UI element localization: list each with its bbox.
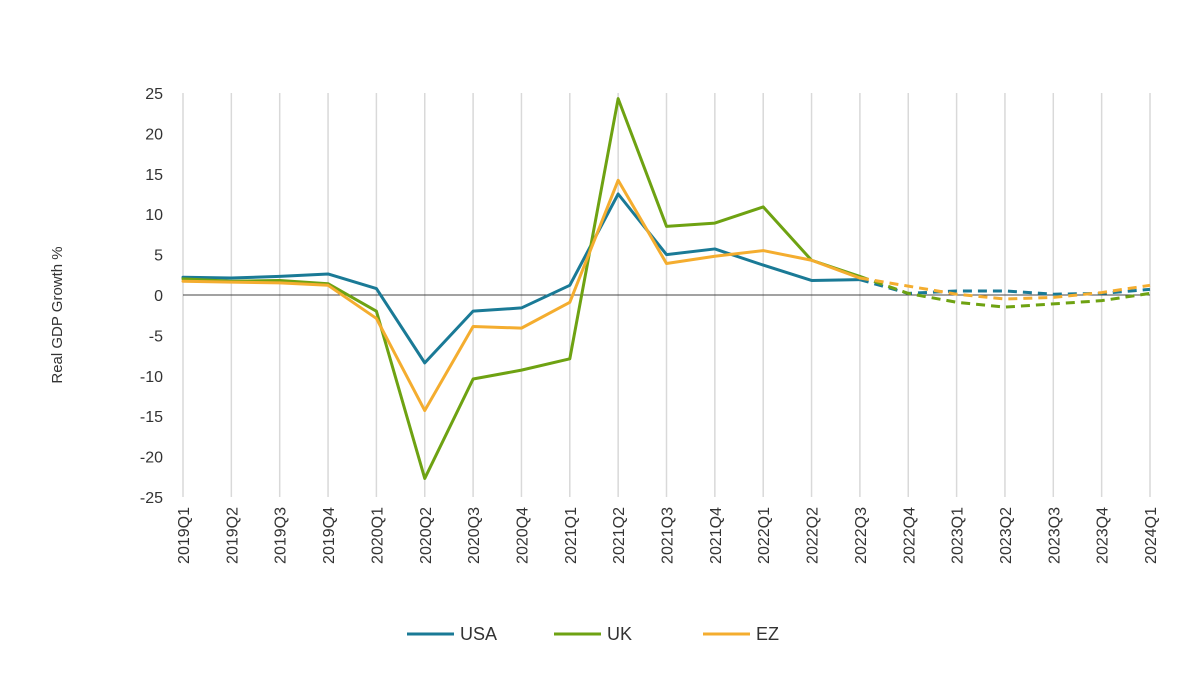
y-tick-label: -5 [149, 328, 163, 345]
x-tick-label-2024Q1: 2024Q1 [1143, 507, 1160, 564]
x-tick-label-2020Q3: 2020Q3 [466, 507, 483, 564]
y-tick-label: -15 [140, 409, 163, 426]
x-tick-label-2020Q4: 2020Q4 [514, 507, 531, 564]
y-tick-label: -25 [140, 490, 163, 507]
x-tick-label-2022Q3: 2022Q3 [853, 507, 870, 564]
x-tick-label-2021Q1: 2021Q1 [563, 507, 580, 564]
y-tick-label: 20 [145, 126, 163, 143]
x-tick-label-2023Q2: 2023Q2 [998, 507, 1015, 564]
legend-label-usa: USA [460, 624, 497, 644]
y-tick-label: 15 [145, 167, 163, 184]
x-tick-label-2021Q2: 2021Q2 [611, 507, 628, 564]
y-tick-labels: 25 20 15 10 5 0 -5 -10 -15 -20 -25 [140, 86, 163, 507]
legend-label-uk: UK [607, 624, 632, 644]
x-tick-label-2019Q2: 2019Q2 [224, 507, 241, 564]
series-lines [181, 97, 1151, 480]
y-axis-title: Real GDP Growth % [49, 246, 66, 383]
y-tick-label: 5 [154, 248, 163, 265]
x-tick-label-2021Q4: 2021Q4 [708, 507, 725, 564]
series-line-usa-actual [181, 192, 862, 365]
x-tick-label-2023Q4: 2023Q4 [1095, 507, 1112, 564]
legend: USA UK EZ [407, 624, 779, 644]
y-tick-label: 10 [145, 207, 163, 224]
x-tick-labels: 2019Q1 2019Q2 2019Q3 2019Q4 2020Q1 2020Q2 2020… [176, 507, 1160, 564]
y-tick-label: -20 [140, 450, 163, 467]
x-tick-label-2023Q1: 2023Q1 [950, 507, 967, 564]
x-tick-label-2019Q1: 2019Q1 [176, 507, 193, 564]
series-line-ez-actual [181, 178, 862, 413]
y-tick-label: 25 [145, 86, 163, 103]
x-tick-label-2020Q1: 2020Q1 [369, 507, 386, 564]
x-tick-label-2023Q3: 2023Q3 [1046, 507, 1063, 564]
x-tick-label-2019Q4: 2019Q4 [321, 507, 338, 564]
x-tick-label-2022Q1: 2022Q1 [756, 507, 773, 564]
x-tick-label-2020Q2: 2020Q2 [418, 507, 435, 564]
x-tick-label-2019Q3: 2019Q3 [273, 507, 290, 564]
series-line-uk-forecast [859, 275, 1151, 309]
y-tick-label: 0 [154, 288, 163, 305]
x-tick-label-2022Q4: 2022Q4 [901, 507, 918, 564]
series-line-ez-forecast [859, 276, 1151, 301]
legend-label-ez: EZ [756, 624, 779, 644]
series-line-uk-actual [181, 97, 862, 480]
y-tick-label: -10 [140, 369, 163, 386]
x-tick-label-2022Q2: 2022Q2 [805, 507, 822, 564]
x-tick-label-2021Q3: 2021Q3 [660, 507, 677, 564]
